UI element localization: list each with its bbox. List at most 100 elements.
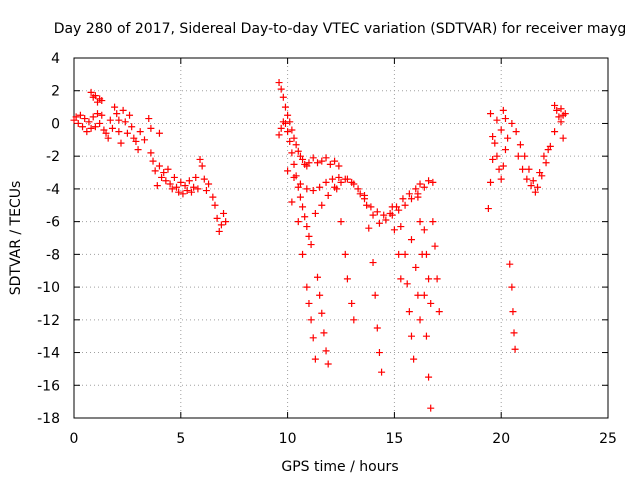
data-point <box>378 368 386 376</box>
data-point <box>435 308 443 316</box>
y-tick-label: -12 <box>37 313 60 329</box>
plot-frame <box>73 57 609 419</box>
data-point <box>205 180 213 188</box>
data-point <box>81 115 89 123</box>
data-point <box>367 203 375 211</box>
data-point <box>425 373 433 381</box>
data-point <box>536 169 544 177</box>
data-point <box>487 178 495 186</box>
y-tick-label: -8 <box>46 247 60 263</box>
data-point <box>98 111 106 119</box>
data-point <box>155 162 163 170</box>
data-point <box>136 128 144 136</box>
data-point <box>412 263 420 271</box>
y-axis-label: SDTVAR / TECUs <box>8 181 24 296</box>
data-point <box>534 183 542 191</box>
data-point <box>121 118 129 126</box>
data-point <box>286 118 294 126</box>
data-point <box>499 106 507 114</box>
data-point <box>373 208 381 216</box>
data-point <box>343 275 351 283</box>
data-point <box>427 404 435 412</box>
data-point <box>279 93 287 101</box>
data-point <box>290 134 298 142</box>
data-point <box>429 218 437 226</box>
data-point <box>286 137 294 145</box>
data-point <box>166 180 174 188</box>
data-point <box>307 316 315 324</box>
data-point <box>527 182 535 190</box>
data-point <box>516 141 524 149</box>
data-point <box>557 118 565 126</box>
data-point <box>305 299 313 307</box>
data-point <box>76 111 84 119</box>
series-arc-5 <box>209 193 230 235</box>
data-point <box>160 169 168 177</box>
data-point <box>168 185 176 193</box>
data-point <box>275 131 283 139</box>
data-point <box>324 360 332 368</box>
series-arc-3 <box>111 103 155 154</box>
data-point <box>343 175 351 183</box>
data-point <box>119 106 127 114</box>
data-point <box>277 85 285 93</box>
data-point <box>420 226 428 234</box>
data-point <box>371 291 379 299</box>
data-point <box>309 187 317 195</box>
data-point <box>147 149 155 157</box>
data-point <box>284 128 292 136</box>
data-point <box>333 185 341 193</box>
data-point <box>350 180 358 188</box>
data-point <box>294 147 302 155</box>
data-point <box>305 232 313 240</box>
data-point <box>288 198 296 206</box>
data-point <box>484 205 492 213</box>
data-point <box>495 165 503 173</box>
x-tick-label: 10 <box>279 431 297 447</box>
data-point <box>365 224 373 232</box>
data-point <box>155 129 163 137</box>
y-tick-label: 0 <box>51 116 60 132</box>
data-point <box>296 193 304 201</box>
data-point <box>179 190 187 198</box>
data-point <box>93 110 101 118</box>
data-point <box>509 308 517 316</box>
data-point <box>553 106 561 114</box>
data-point <box>555 113 563 121</box>
data-point <box>173 183 181 191</box>
data-point <box>416 180 424 188</box>
data-point <box>508 283 516 291</box>
series-arc-16 <box>407 236 424 324</box>
data-point <box>149 157 157 165</box>
data-point <box>181 182 189 190</box>
data-point <box>209 193 217 201</box>
data-point <box>147 124 155 132</box>
data-point <box>316 291 324 299</box>
data-point <box>544 146 552 154</box>
y-tick-label: 2 <box>51 84 60 100</box>
data-point <box>519 165 527 173</box>
data-point <box>489 155 497 163</box>
data-point <box>433 275 441 283</box>
data-points <box>70 79 569 412</box>
series-arc-1 <box>70 110 116 142</box>
data-point <box>284 167 292 175</box>
data-point <box>98 97 106 105</box>
data-point <box>316 183 324 191</box>
series-arc-2 <box>87 88 106 106</box>
series-arc-22 <box>506 260 519 353</box>
data-point <box>523 175 531 183</box>
data-point <box>506 260 514 268</box>
data-point <box>213 214 221 222</box>
data-point <box>416 316 424 324</box>
data-point <box>414 291 422 299</box>
data-point <box>314 159 322 167</box>
data-point <box>397 223 405 231</box>
data-point <box>388 203 396 211</box>
x-axis-label: GPS time / hours <box>281 459 398 475</box>
data-point <box>126 111 134 119</box>
data-point <box>290 160 298 168</box>
data-point <box>175 188 183 196</box>
